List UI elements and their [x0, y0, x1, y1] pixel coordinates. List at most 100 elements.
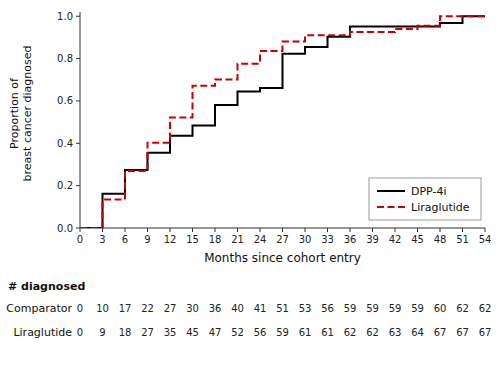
table-cell: 0 [77, 303, 83, 314]
table-cell: 52 [231, 327, 244, 338]
table-row-label: Liraglutide [13, 326, 72, 339]
table-cell: 59 [344, 303, 357, 314]
table-cell: 59 [276, 327, 289, 338]
x-tick-label: 36 [344, 234, 357, 245]
y-axis-label-line: Proportion of [8, 77, 21, 149]
y-tick-label: 1.0 [57, 11, 73, 22]
x-tick-label: 54 [479, 234, 492, 245]
x-tick-label: 6 [122, 234, 128, 245]
table: # diagnosed Comparator 0 10 17 22 27 30 36 40 41 51… [6, 280, 491, 339]
x-tick-label: 15 [186, 234, 199, 245]
y-tick-label: 0.0 [57, 223, 73, 234]
legend-label: DPP-4i [411, 185, 447, 198]
x-tick-label: 9 [144, 234, 150, 245]
y-tick [76, 16, 80, 17]
x-tick-label: 30 [299, 234, 312, 245]
table-cell: 63 [389, 327, 402, 338]
x-tick-label: 33 [321, 234, 334, 245]
x-tick-label: 42 [389, 234, 402, 245]
y-tick [76, 185, 80, 186]
x-tick-label: 39 [366, 234, 379, 245]
step-line [80, 16, 485, 228]
y-tick-label: 0.6 [57, 95, 73, 106]
x-tick-label: 18 [209, 234, 222, 245]
table-cell: 35 [164, 327, 177, 338]
x-tick-label: 48 [434, 234, 447, 245]
chart: 03691215182124273033363942454851540.00.2… [0, 0, 500, 380]
y-axis-label: Proportion ofbreast cancer diagnosed [8, 46, 34, 182]
axes: 03691215182124273033363942454851540.00.2… [57, 11, 491, 245]
table-cell: 59 [389, 303, 402, 314]
table-cell: 40 [231, 303, 244, 314]
table-cell: 18 [119, 327, 132, 338]
y-tick-label: 0.8 [57, 53, 73, 64]
x-tick-label: 0 [77, 234, 83, 245]
table-cell: 41 [254, 303, 267, 314]
table-cell: 67 [456, 327, 469, 338]
legend-label: Liraglutide [411, 201, 470, 214]
x-tick [170, 228, 171, 232]
table-cell: 60 [434, 303, 447, 314]
table-cell: 62 [456, 303, 469, 314]
table-cell: 62 [366, 327, 379, 338]
table-cell: 67 [434, 327, 447, 338]
x-tick [260, 228, 261, 232]
table-row-label: Comparator [6, 302, 72, 315]
x-tick [215, 228, 216, 232]
x-tick [282, 228, 283, 232]
x-tick [192, 228, 193, 232]
y-tick-label: 0.4 [57, 138, 73, 149]
table-cell: 27 [164, 303, 177, 314]
table-cell: 62 [344, 327, 357, 338]
x-tick-label: 45 [411, 234, 424, 245]
table-cell: 59 [411, 303, 424, 314]
table-cell: 61 [321, 327, 334, 338]
x-tick-label: 24 [254, 234, 267, 245]
table-cell: 9 [99, 327, 105, 338]
x-tick [440, 228, 441, 232]
legend-swatch [377, 190, 405, 192]
table-cell: 47 [209, 327, 222, 338]
x-tick-label: 27 [276, 234, 289, 245]
table-cell: 51 [276, 303, 289, 314]
x-tick [395, 228, 396, 232]
table-cell: 0 [77, 327, 83, 338]
y-axis-line [80, 12, 81, 228]
x-axis-label: Months since cohort entry [204, 251, 361, 265]
x-tick [372, 228, 373, 232]
x-tick-label: 12 [164, 234, 177, 245]
table-cell: 30 [186, 303, 199, 314]
table-cell: 36 [209, 303, 222, 314]
x-tick [485, 228, 486, 232]
table-cell: 64 [411, 327, 424, 338]
table-cell: 22 [141, 303, 154, 314]
table-cell: 59 [366, 303, 379, 314]
x-tick [125, 228, 126, 232]
x-tick [350, 228, 351, 232]
x-tick-label: 21 [231, 234, 244, 245]
legend-swatch [377, 206, 405, 208]
table-cell: 10 [96, 303, 109, 314]
y-tick [76, 143, 80, 144]
x-tick [102, 228, 103, 232]
table-cell: 45 [186, 327, 199, 338]
table-cell: 61 [299, 327, 312, 338]
table-cell: 67 [479, 327, 492, 338]
table-cell: 53 [299, 303, 312, 314]
y-tick [76, 58, 80, 59]
table-header: # diagnosed [8, 280, 85, 293]
y-axis-label-line: breast cancer diagnosed [21, 46, 34, 182]
table-cell: 56 [321, 303, 334, 314]
table-cell: 62 [479, 303, 492, 314]
x-tick [417, 228, 418, 232]
legend-box [369, 178, 481, 220]
table-cell: 17 [119, 303, 132, 314]
x-tick [147, 228, 148, 232]
x-tick [80, 228, 81, 232]
x-tick [305, 228, 306, 232]
y-tick-label: 0.2 [57, 180, 73, 191]
x-tick-label: 3 [99, 234, 105, 245]
step-line [80, 16, 485, 228]
legend: DPP-4i Liraglutide [369, 178, 481, 220]
y-tick [76, 228, 80, 229]
